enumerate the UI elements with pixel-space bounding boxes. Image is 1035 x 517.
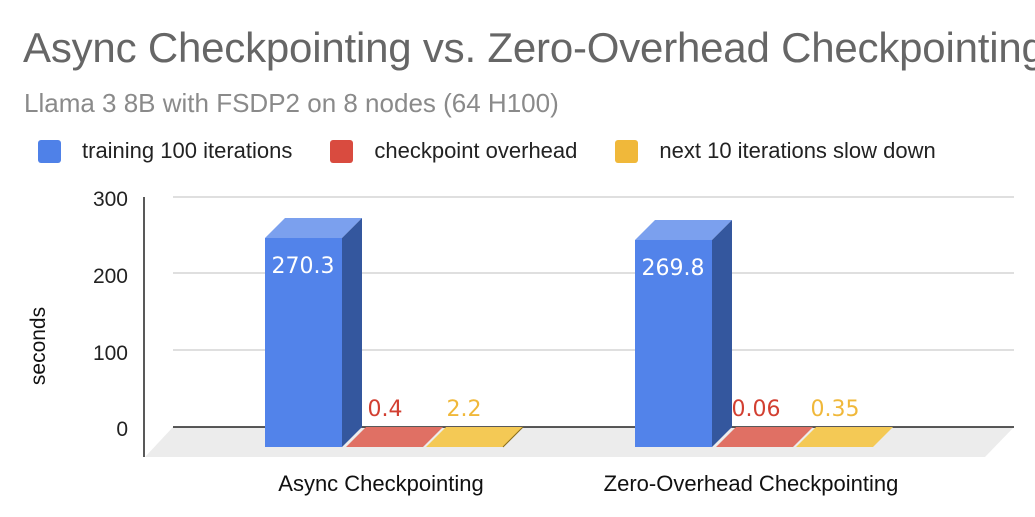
y-axis-label: seconds [27,307,50,385]
bar-group-async: 270.3 0.4 2.2 [265,218,524,448]
x-category-zero-overhead: Zero-Overhead Checkpointing [604,471,899,496]
value-label-training-zero: 269.8 [642,256,705,281]
legend-swatch-blue-icon [38,139,61,163]
value-label-slowdown-async: 2.2 [447,397,482,422]
bar-training-async [265,238,342,447]
chart-subtitle: Llama 3 8B with FSDP2 on 8 nodes (64 H10… [24,88,559,118]
x-category-async: Async Checkpointing [278,471,483,496]
bar-training-zero [635,240,712,447]
y-tick-0: 0 [116,418,128,441]
value-label-overhead-zero: 0.06 [732,397,781,422]
bar-training-zero-side [712,220,732,447]
value-label-overhead-async: 0.4 [368,397,403,422]
bar-training-async-side [342,218,362,447]
bar-slowdown-zero [796,427,893,447]
legend-item-slow-down: next 10 iterations slow down [615,138,936,164]
bar-training-zero-top [635,220,732,240]
legend-item-checkpoint-overhead: checkpoint overhead [330,138,577,164]
bar-overhead-async [346,427,443,447]
y-tick-200: 200 [93,265,128,288]
bar-overhead-zero [716,427,813,447]
bar-slowdown-async-edge [502,426,524,448]
bar-group-zero-overhead: 269.8 0.06 0.35 [635,220,893,447]
legend-label: checkpoint overhead [374,138,578,163]
y-tick-300: 300 [93,188,128,211]
legend-label: training 100 iterations [82,138,293,163]
chart-legend: training 100 iterations checkpoint overh… [38,137,936,165]
bar-slowdown-async [426,427,523,447]
bar-training-async-top [265,218,362,238]
chart-title: Async Checkpointing vs. Zero-Overhead Ch… [23,24,1035,71]
value-label-slowdown-zero: 0.35 [811,397,860,422]
value-label-training-async: 270.3 [272,254,335,279]
legend-label: next 10 iterations slow down [659,138,936,163]
legend-swatch-red-icon [330,139,354,163]
legend-item-training: training 100 iterations [38,138,292,164]
y-tick-100: 100 [93,342,128,365]
legend-swatch-yellow-icon [615,139,639,163]
